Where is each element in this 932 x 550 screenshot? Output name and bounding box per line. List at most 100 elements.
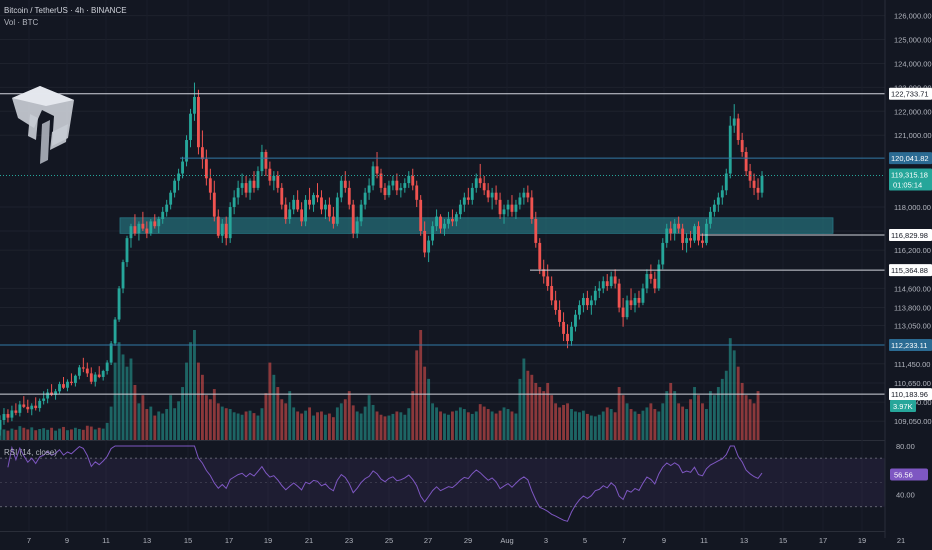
y-tick-label: 109,050.00: [894, 417, 932, 426]
candle-body: [657, 264, 661, 289]
candle-body: [574, 314, 577, 327]
volume-bar: [26, 429, 30, 440]
volume-bar: [185, 362, 188, 440]
volume-bar: [570, 409, 573, 440]
volume-bar: [101, 428, 105, 440]
volume-bar: [50, 427, 54, 440]
volume-bar: [530, 374, 534, 440]
candle-body: [697, 226, 700, 241]
rsi-indicator-label: RSI (14, close): [4, 448, 57, 457]
y-tick-label: 121,000.00: [894, 131, 932, 140]
volume-bar: [498, 410, 502, 440]
candle-body: [494, 192, 498, 200]
x-tick-label: 15: [779, 536, 787, 545]
volume-bar: [165, 409, 169, 440]
volume-bar: [197, 362, 200, 440]
volume-bar: [228, 409, 232, 440]
volume-bar: [18, 426, 22, 440]
volume-bar: [220, 406, 224, 440]
volume-bar: [34, 430, 38, 440]
volume-bar: [701, 403, 704, 440]
candle-body: [260, 151, 264, 172]
volume-bar: [204, 395, 208, 440]
candle-body: [284, 204, 288, 219]
candle-body: [558, 309, 562, 322]
candle-body: [81, 367, 85, 369]
candle-body: [101, 370, 105, 377]
volume-bar: [304, 410, 308, 440]
y-tick-label: 113,050.00: [894, 322, 931, 331]
x-tick-label: 19: [858, 536, 866, 545]
volume-bar: [375, 411, 379, 440]
volume-bar: [435, 407, 438, 440]
candle-body: [399, 187, 403, 191]
volume-bar: [629, 409, 633, 440]
candle-body: [478, 178, 482, 184]
volume-bar: [355, 411, 359, 440]
volume-bar: [14, 429, 18, 440]
candle-body: [379, 173, 383, 188]
candle-body: [613, 276, 617, 284]
price-level-label: 122,733.71: [891, 90, 929, 99]
volume-bar: [744, 395, 748, 440]
candle-body: [70, 381, 73, 383]
candle-body: [534, 219, 538, 243]
candle-body: [256, 171, 260, 188]
candle-body: [97, 374, 101, 377]
candle-body: [427, 240, 431, 253]
candle-body: [54, 391, 57, 395]
candle-body: [593, 290, 597, 301]
volume-bar: [121, 354, 125, 440]
candle-body: [411, 175, 415, 186]
volume-bar: [173, 408, 177, 440]
x-tick-label: 13: [143, 536, 151, 545]
candle-body: [542, 269, 546, 277]
candle-body: [367, 185, 371, 193]
candle-body: [157, 219, 161, 227]
candle-body: [173, 180, 177, 193]
candle-body: [732, 118, 736, 126]
volume-bar: [403, 414, 407, 440]
volume-bar: [554, 403, 558, 440]
volume-bar: [657, 411, 661, 440]
candle-body: [105, 362, 109, 371]
candle-body: [510, 204, 514, 212]
volume-bar: [474, 411, 478, 440]
volume-bar: [189, 342, 192, 440]
volume-bar: [343, 399, 347, 440]
candle-body: [335, 197, 339, 224]
volume-bar: [324, 414, 327, 440]
x-tick-label: 7: [622, 536, 626, 545]
candle-body: [161, 211, 165, 219]
candle-body: [486, 190, 490, 198]
candle-body: [197, 96, 200, 148]
volume-bar: [589, 415, 593, 440]
volume-bar: [236, 413, 240, 440]
volume-bar: [256, 415, 260, 440]
volume-bar: [347, 391, 351, 440]
volume-bar: [308, 407, 311, 440]
volume-bar: [149, 406, 153, 440]
candle-body: [0, 420, 2, 430]
candle-body: [550, 286, 554, 301]
candle-body: [320, 197, 323, 210]
rsi-value-label: 56.56: [894, 470, 913, 479]
volume-bar: [677, 403, 681, 440]
volume-bar: [712, 395, 716, 440]
candle-body: [89, 373, 93, 382]
candle-body: [391, 180, 395, 186]
candle-body: [272, 175, 276, 181]
candle-body: [720, 190, 724, 198]
volume-bar: [177, 401, 181, 440]
candle-body: [212, 192, 216, 217]
candle-body: [22, 404, 26, 407]
volume-bar: [367, 395, 371, 440]
candle-body: [637, 297, 641, 303]
volume-bar: [506, 409, 510, 440]
candle-body: [129, 226, 133, 239]
volume-bar: [141, 395, 145, 440]
candle-body: [669, 228, 673, 234]
x-tick-label: 17: [819, 536, 827, 545]
candle-body: [141, 223, 145, 229]
volume-bar: [252, 413, 256, 440]
